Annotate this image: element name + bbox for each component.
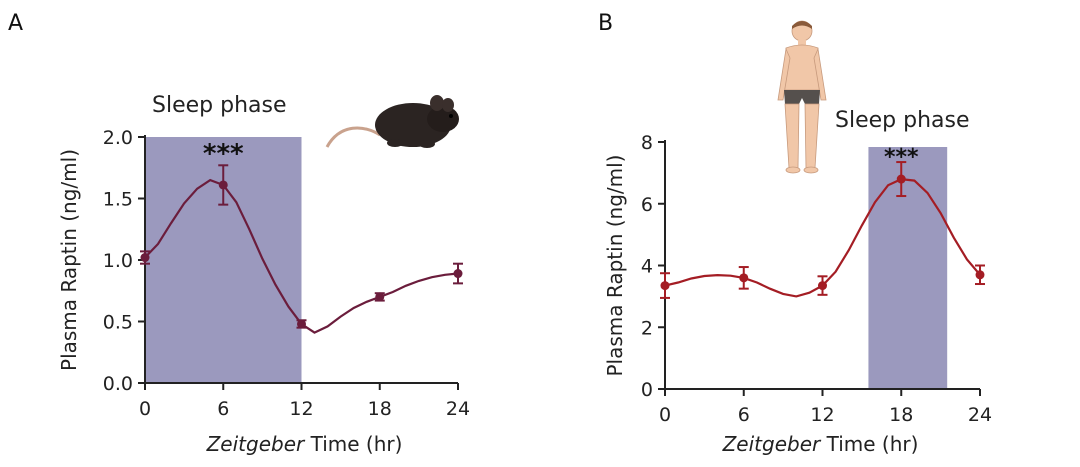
panel-b-xlabel-italic: Zeitgeber: [722, 432, 822, 456]
panel-a-ylabel: Plasma Raptin (ng/ml): [57, 149, 81, 371]
y-tick-label: 1.0: [103, 250, 133, 272]
point-marker: [896, 174, 906, 184]
y-tick-label: 2: [641, 317, 653, 339]
panel-b-xlabel: Zeitgeber Time (hr): [722, 432, 919, 456]
point-marker: [453, 269, 463, 279]
y-tick-label: 1.5: [103, 189, 133, 211]
x-tick-label: 12: [289, 398, 313, 420]
mouse-icon: [325, 95, 459, 148]
y-tick-label: 2.0: [103, 127, 133, 149]
data-point: [738, 266, 749, 290]
panel-b-sleep-phase-label: Sleep phase: [835, 108, 970, 133]
point-marker: [818, 281, 827, 291]
y-tick-label: 8: [641, 132, 653, 154]
panel-b-xlabel-rest: Time (hr): [820, 432, 918, 456]
point-marker: [660, 281, 670, 291]
panel-a-xlabel-italic: Zeitgeber: [206, 432, 306, 456]
point-marker: [739, 273, 749, 283]
point-marker: [297, 319, 306, 329]
x-tick-label: 0: [659, 404, 671, 426]
data-point: [453, 262, 463, 285]
x-tick-label: 24: [446, 398, 470, 420]
panel-b-ylabel: Plasma Raptin (ng/ml): [603, 155, 627, 377]
x-tick-label: 6: [217, 398, 229, 420]
x-tick-label: 24: [968, 404, 992, 426]
point-marker: [375, 292, 385, 302]
data-point: [817, 275, 828, 296]
y-tick-label: 4: [641, 256, 653, 278]
panel-a-axes: 0.0 0.5 1.0 1.5 2.0 0 6 12 18 24: [103, 127, 470, 420]
y-tick-label: 0: [641, 379, 653, 401]
human-figure-icon: [777, 20, 827, 174]
panel-a-plot: [140, 164, 463, 334]
panel-a-sleep-phase-label: Sleep phase: [152, 93, 287, 118]
point-marker: [975, 270, 985, 280]
panel-b-sleep-phase-shading: [868, 147, 948, 389]
panel-a-xlabel: Zeitgeber Time (hr): [206, 432, 403, 456]
y-tick-label: 0.0: [103, 373, 133, 395]
point-marker: [218, 180, 228, 190]
panel-a-significance-stars: ***: [203, 139, 244, 169]
panel-a: A Sleep phase *** 0.0 0.5 1.0 1.5 2.0 0 6 12 18 2…: [8, 11, 470, 456]
panel-a-xlabel-rest: Time (hr): [304, 432, 402, 456]
panel-a-letter: A: [8, 11, 23, 36]
y-tick-label: 0.5: [103, 312, 133, 334]
x-tick-label: 18: [368, 398, 392, 420]
panel-b-plot: [660, 161, 985, 299]
x-tick-label: 12: [810, 404, 834, 426]
y-tick-label: 6: [641, 194, 653, 216]
data-point: [140, 250, 150, 265]
x-tick-label: 6: [738, 404, 750, 426]
data-point: [218, 164, 229, 206]
data-point: [296, 319, 307, 329]
data-point: [975, 264, 985, 286]
panel-b-letter: B: [598, 11, 613, 36]
x-tick-label: 18: [889, 404, 913, 426]
data-point: [660, 272, 670, 299]
point-marker: [140, 253, 150, 263]
data-point: [896, 161, 907, 198]
x-tick-label: 0: [139, 398, 151, 420]
data-point: [374, 292, 385, 302]
